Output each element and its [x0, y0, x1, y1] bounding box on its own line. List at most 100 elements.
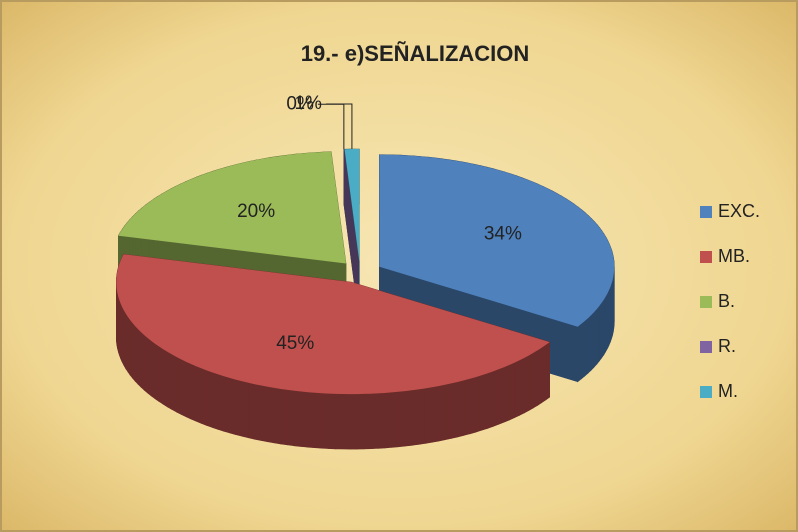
slice-side	[328, 393, 337, 450]
slice-side	[254, 383, 262, 441]
slice-side	[201, 367, 208, 426]
data-label: 1%	[294, 93, 322, 114]
legend-label: EXC.	[718, 201, 760, 221]
slice-side	[587, 314, 592, 374]
slice-side	[167, 351, 172, 410]
slice-side	[463, 378, 471, 436]
slice-side	[150, 340, 156, 400]
slice-side	[134, 325, 139, 385]
legend-label: B.	[718, 291, 735, 311]
slice-side	[450, 381, 458, 439]
slice	[343, 149, 359, 317]
slice-side	[180, 358, 187, 418]
data-label: 0%	[286, 93, 314, 114]
slice-side	[349, 393, 358, 450]
slice-top	[118, 151, 347, 264]
chart-title: 19.- e)SEÑALIZACION	[301, 41, 530, 66]
data-label: 45%	[276, 333, 314, 354]
slice-side	[223, 375, 231, 434]
slice-side	[273, 387, 282, 445]
slice-side	[444, 383, 452, 441]
slice-side	[321, 392, 330, 449]
slice-side	[370, 393, 378, 450]
slice-side	[287, 389, 295, 447]
slice-side	[457, 380, 465, 438]
slice-side	[363, 393, 372, 450]
legend-swatch	[700, 251, 712, 263]
slice-side	[397, 390, 406, 448]
slice-side	[475, 374, 483, 433]
slice-side	[545, 341, 551, 401]
data-label: 20%	[237, 201, 275, 222]
slice-side	[171, 353, 177, 413]
slice-side	[147, 337, 152, 397]
slice-side	[537, 347, 543, 406]
legend-label: R.	[718, 336, 736, 356]
slice-side	[590, 311, 595, 371]
slice-side	[195, 365, 202, 424]
slice-side	[377, 392, 385, 449]
slice-side	[404, 389, 413, 447]
slice-side	[487, 370, 494, 429]
slice-side	[217, 373, 225, 432]
slice-side	[154, 343, 160, 402]
legend-swatch	[700, 386, 712, 398]
slice-side	[162, 348, 168, 408]
slice-side	[158, 345, 164, 405]
slice-side	[314, 392, 323, 449]
slice-side	[577, 323, 582, 383]
slice-side	[293, 390, 302, 447]
slice-side	[384, 392, 392, 449]
slice-side	[503, 364, 510, 423]
slice-side	[190, 363, 197, 422]
slice-top	[116, 254, 550, 395]
slice-side	[132, 322, 136, 382]
slice-side	[411, 389, 420, 446]
legend-label: MB.	[718, 246, 750, 266]
slice-side	[601, 298, 605, 359]
slice-side	[129, 319, 133, 379]
data-label: 34%	[484, 223, 522, 244]
slice-side	[492, 368, 499, 427]
slice-side	[418, 388, 426, 445]
slice-side	[541, 344, 547, 404]
slice-side	[438, 384, 446, 442]
slice-side	[125, 312, 129, 373]
slice-side	[599, 301, 603, 362]
slice-side	[235, 379, 243, 437]
slice-top	[379, 154, 615, 327]
slice-side	[391, 391, 399, 448]
slice-top	[344, 149, 360, 261]
slice-side	[481, 372, 488, 431]
legend-label: M.	[718, 381, 738, 401]
slice-side	[518, 357, 525, 416]
slice-side	[342, 393, 351, 450]
slice-side	[498, 366, 505, 425]
slice-side	[300, 391, 309, 448]
slice-side	[580, 320, 586, 380]
slice-side	[508, 362, 515, 421]
slice-side	[280, 388, 288, 446]
slice	[378, 154, 615, 383]
leader-line	[325, 103, 353, 150]
slice-side	[229, 377, 237, 436]
slice-side	[593, 308, 598, 368]
slice-side	[185, 361, 192, 420]
slice-side	[523, 354, 530, 414]
slice-side	[425, 386, 433, 444]
slice-side	[241, 380, 249, 439]
slice-side	[532, 349, 539, 409]
slice-side	[584, 317, 589, 377]
slice-side	[267, 386, 275, 444]
slice-side	[176, 356, 182, 415]
legend-swatch	[700, 341, 712, 353]
legend-swatch	[700, 206, 712, 218]
slice-side	[356, 393, 365, 450]
slice-side	[140, 331, 145, 391]
slice-side	[596, 305, 600, 365]
slice-side	[335, 393, 344, 450]
slice	[116, 253, 551, 450]
slice-side	[137, 328, 142, 388]
slice-side	[469, 376, 477, 435]
